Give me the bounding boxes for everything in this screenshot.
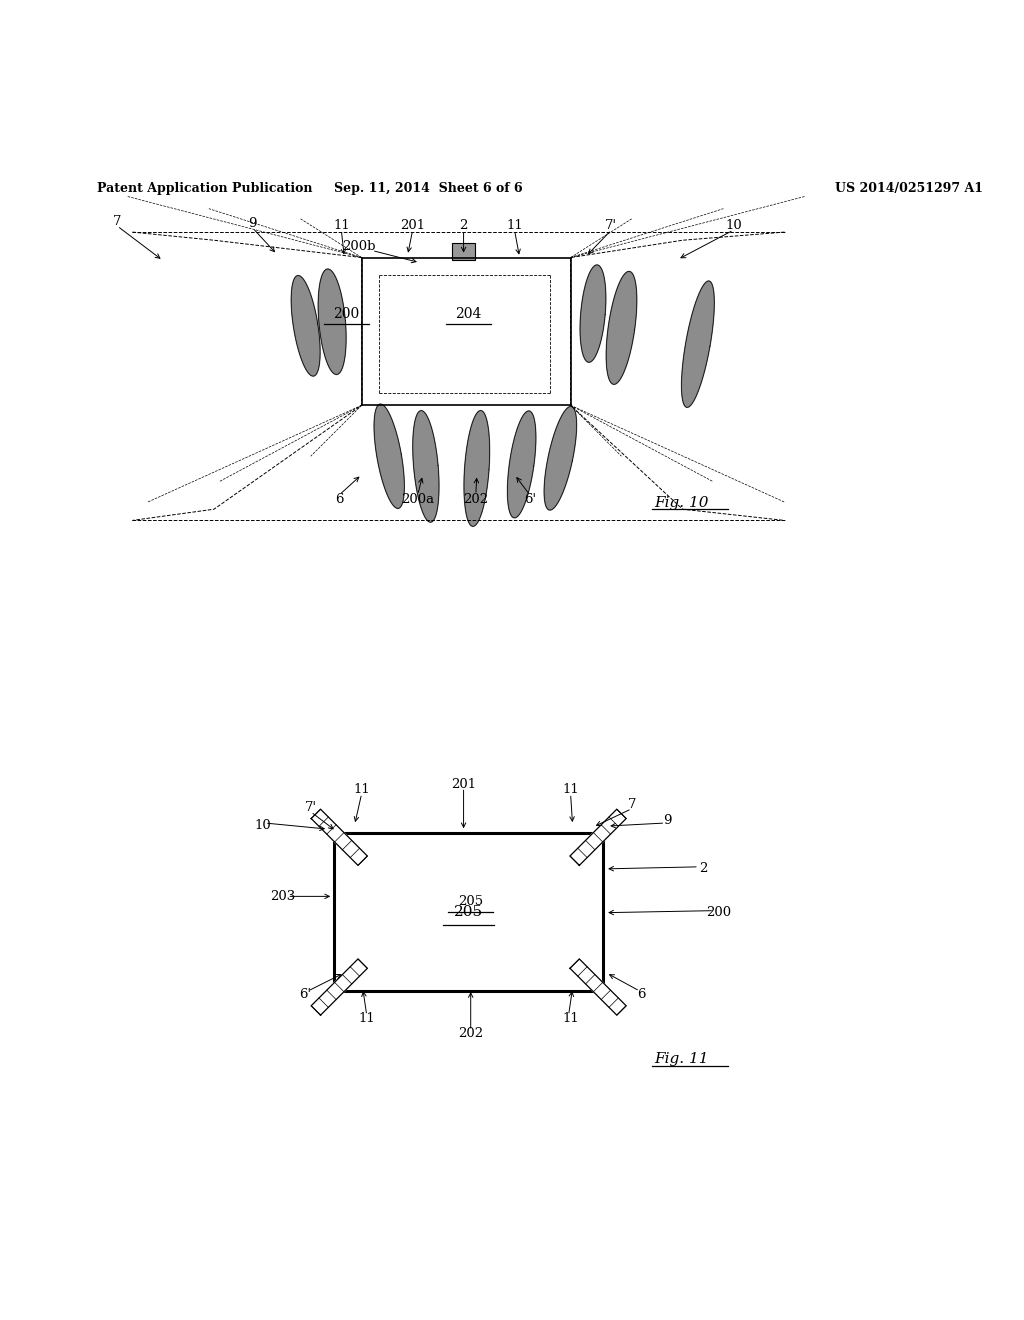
Text: 10: 10 xyxy=(255,818,271,832)
Text: 2: 2 xyxy=(460,219,468,232)
Bar xyxy=(334,833,603,991)
Text: 11: 11 xyxy=(562,1012,579,1026)
Polygon shape xyxy=(606,272,637,384)
Text: 7: 7 xyxy=(113,215,122,228)
Text: 11: 11 xyxy=(562,783,579,796)
Text: Patent Application Publication: Patent Application Publication xyxy=(97,182,312,195)
Polygon shape xyxy=(318,269,346,375)
Text: 202: 202 xyxy=(458,1027,483,1040)
Text: 200b: 200b xyxy=(342,240,376,253)
Bar xyxy=(453,243,475,260)
Text: 203: 203 xyxy=(270,890,296,903)
Text: 202: 202 xyxy=(463,492,488,506)
Text: US 2014/0251297 A1: US 2014/0251297 A1 xyxy=(836,182,983,195)
Text: 200a: 200a xyxy=(401,492,434,506)
Text: 201: 201 xyxy=(400,219,425,232)
Text: 9: 9 xyxy=(664,814,672,828)
Polygon shape xyxy=(570,809,626,866)
Polygon shape xyxy=(682,281,715,408)
Text: 7: 7 xyxy=(628,799,636,812)
Text: Sep. 11, 2014  Sheet 6 of 6: Sep. 11, 2014 Sheet 6 of 6 xyxy=(334,182,522,195)
Polygon shape xyxy=(508,411,536,517)
Text: 200: 200 xyxy=(706,906,731,919)
Text: 7': 7' xyxy=(305,801,316,814)
Text: 6: 6 xyxy=(638,987,646,1001)
Text: 6: 6 xyxy=(335,492,343,506)
Text: 7': 7' xyxy=(605,219,617,232)
Text: 11: 11 xyxy=(506,219,523,232)
Text: 11: 11 xyxy=(358,1012,375,1026)
Text: 200: 200 xyxy=(333,306,359,321)
Polygon shape xyxy=(580,265,606,362)
Text: 11: 11 xyxy=(333,219,349,232)
Polygon shape xyxy=(291,276,321,376)
Text: 205: 205 xyxy=(454,906,483,919)
Polygon shape xyxy=(570,958,626,1015)
Text: 6': 6' xyxy=(523,492,536,506)
Polygon shape xyxy=(311,958,368,1015)
Text: 2: 2 xyxy=(698,862,708,875)
Polygon shape xyxy=(544,407,577,510)
Text: Fig. 11: Fig. 11 xyxy=(654,1052,709,1067)
Text: 204: 204 xyxy=(456,306,482,321)
Polygon shape xyxy=(374,404,404,508)
Text: 10: 10 xyxy=(725,219,742,232)
Polygon shape xyxy=(311,809,368,866)
Text: 6': 6' xyxy=(300,987,311,1001)
Text: Fig. 10: Fig. 10 xyxy=(654,496,709,510)
Text: 201: 201 xyxy=(451,777,476,791)
Text: 9: 9 xyxy=(249,218,257,231)
Text: 11: 11 xyxy=(353,783,370,796)
Text: 205: 205 xyxy=(458,895,483,908)
Polygon shape xyxy=(464,411,489,527)
Polygon shape xyxy=(413,411,439,523)
